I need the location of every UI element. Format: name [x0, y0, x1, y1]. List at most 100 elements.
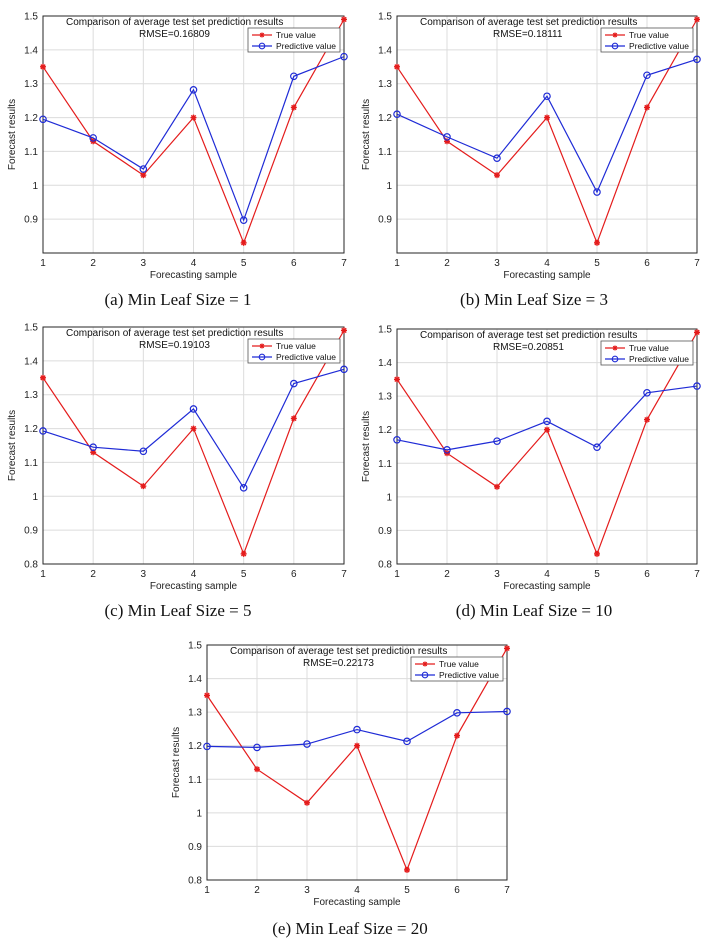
- y-tick-label: 1.2: [378, 113, 392, 124]
- y-tick-label: 1: [386, 181, 392, 192]
- y-tick-label: 1.3: [24, 390, 38, 401]
- x-tick-label: 7: [504, 885, 510, 896]
- true-value-point: [694, 16, 700, 23]
- y-axis-label: Forecast results: [171, 727, 182, 798]
- true-value-point: [290, 415, 297, 422]
- y-tick-label: 1.1: [24, 458, 38, 469]
- x-tick-label: 4: [354, 885, 360, 896]
- predictive-value-point: [353, 725, 361, 734]
- y-tick-label: 1.4: [378, 45, 392, 56]
- predictive-value-point: [643, 388, 651, 397]
- legend-label-predictive: Predictive value: [276, 352, 336, 362]
- y-tick-label: 1.3: [188, 708, 202, 719]
- star-stroke: [394, 376, 400, 383]
- y-tick-label: 1.5: [24, 12, 38, 23]
- x-tick-label: 6: [454, 885, 460, 896]
- y-tick-label: 1: [32, 181, 38, 192]
- true-value-point: [341, 16, 347, 23]
- chart-title: Comparison of average test set predictio…: [66, 328, 283, 339]
- rmse-label: RMSE=0.22173: [303, 658, 374, 669]
- y-tick-label: 1.2: [24, 424, 38, 435]
- y-tick-label: 1.2: [188, 741, 202, 752]
- true-value-point: [594, 550, 600, 557]
- predictive-value-point: [290, 379, 298, 388]
- true-value-point: [394, 376, 400, 383]
- axes-frame: [396, 328, 698, 565]
- predictive-value-point: [493, 437, 501, 445]
- predictive-value-point: [693, 382, 701, 390]
- true-value-point: [40, 63, 46, 70]
- y-tick-label: 1.3: [378, 392, 392, 403]
- chart-e: 0.8 0.9 1 1.1 1.2 1.3 1.4 1.5 1 2 3 4 5 6 7 Forecasting…: [171, 641, 511, 908]
- y-tick-label: 1.1: [188, 775, 202, 786]
- y-axis-label: Forecast results: [7, 99, 18, 170]
- star-stroke: [240, 551, 247, 557]
- x-tick-label: 5: [404, 885, 410, 896]
- star-stroke: [190, 425, 197, 432]
- star-stroke: [644, 104, 650, 111]
- x-axis-label: Forecasting sample: [503, 581, 591, 592]
- true-value-point: [354, 742, 360, 749]
- predictive-value-line: [396, 58, 698, 194]
- x-tick-label: 2: [90, 258, 96, 269]
- x-tick-label: 1: [40, 569, 46, 580]
- y-tick-label: 0.9: [24, 526, 38, 537]
- chart-a: 0.9 1 1.1 1.2 1.3 1.4 1.5 1 2 3 4 5 6 7 Forecasting sa…: [7, 12, 348, 281]
- x-tick-label: 7: [341, 569, 347, 580]
- predictive-value-point: [139, 165, 148, 173]
- legend-box: [600, 340, 694, 366]
- true-value-point: [290, 104, 297, 111]
- x-axis-label: Forecasting sample: [150, 581, 238, 592]
- predictive-value-point: [393, 435, 401, 444]
- true-value-point: [394, 63, 400, 70]
- x-tick-label: 6: [644, 569, 650, 580]
- y-tick-label: 1.2: [24, 113, 38, 124]
- x-axis-label: Forecasting sample: [313, 897, 401, 908]
- y-tick-label: 1.1: [378, 147, 392, 158]
- x-tick-label: 6: [291, 258, 297, 269]
- y-tick-label: 1.3: [378, 79, 392, 90]
- true-value-point: [544, 426, 550, 433]
- true-value-point: [644, 104, 650, 111]
- star-stroke: [454, 732, 460, 739]
- predictive-value-point: [290, 72, 298, 81]
- star-stroke: [291, 415, 297, 422]
- x-tick-label: 5: [241, 258, 247, 269]
- x-tick-label: 4: [544, 569, 550, 580]
- true-value-point: [254, 766, 260, 773]
- y-tick-label: 1.3: [24, 79, 38, 90]
- star-stroke: [204, 692, 210, 699]
- predictive-value-point: [340, 365, 348, 374]
- y-tick-label: 1: [386, 492, 392, 503]
- predictive-value-point: [543, 417, 551, 426]
- y-tick-label: 0.8: [378, 560, 392, 571]
- predictive-value-point: [503, 707, 511, 716]
- y-tick-label: 1.5: [188, 641, 202, 652]
- true-value-point: [190, 114, 197, 121]
- true-value-point: [544, 114, 550, 121]
- x-tick-label: 1: [40, 258, 46, 269]
- star-stroke: [90, 449, 96, 455]
- x-tick-label: 1: [394, 569, 400, 580]
- chart-panel-d: 0.8 0.9 1 1.1 1.2 1.3 1.4 1.5 1 2 3 4 5 6 7 Forecasting…: [356, 318, 712, 630]
- chart-b: 0.9 1 1.1 1.2 1.3 1.4 1.5 1 2 3 4 5 6 7 Forecasting sa…: [361, 12, 701, 281]
- rmse-label: RMSE=0.19103: [139, 340, 210, 351]
- legend-star-stroke: [422, 661, 428, 667]
- y-tick-label: 1.5: [24, 323, 38, 334]
- predictive-value-point: [593, 443, 601, 451]
- x-tick-label: 1: [204, 885, 210, 896]
- y-axis-label: Forecast results: [7, 410, 18, 481]
- legend-label-true: True value: [629, 343, 669, 353]
- star-stroke: [394, 64, 400, 70]
- x-tick-label: 3: [141, 258, 147, 269]
- x-axis-label: Forecasting sample: [150, 270, 238, 281]
- star-stroke: [594, 240, 600, 246]
- x-tick-label: 6: [291, 569, 297, 580]
- true-value-point: [140, 172, 147, 179]
- x-tick-label: 3: [304, 885, 310, 896]
- legend-star-stroke: [612, 32, 618, 38]
- star-stroke: [504, 645, 510, 652]
